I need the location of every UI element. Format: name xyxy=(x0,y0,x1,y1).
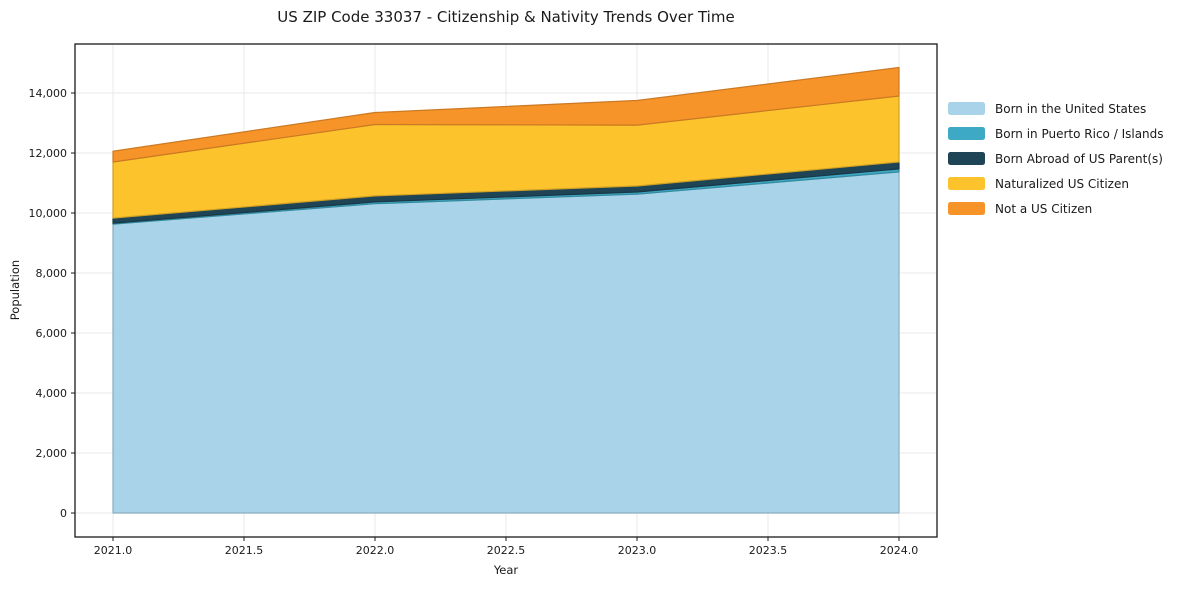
legend-swatch xyxy=(948,127,985,140)
x-tick-label: 2021.0 xyxy=(94,544,133,557)
legend-item: Born Abroad of US Parent(s) xyxy=(948,146,1164,171)
y-tick-label: 0 xyxy=(60,507,67,520)
y-axis-label: Population xyxy=(8,259,22,321)
y-tick-label: 14,000 xyxy=(29,87,68,100)
y-tick-label: 2,000 xyxy=(36,447,68,460)
x-tick-label: 2024.0 xyxy=(880,544,919,557)
legend-item: Naturalized US Citizen xyxy=(948,171,1164,196)
x-tick-label: 2023.5 xyxy=(749,544,788,557)
x-tick-label: 2023.0 xyxy=(618,544,657,557)
legend-swatch xyxy=(948,177,985,190)
legend-item: Born in the United States xyxy=(948,96,1164,121)
y-tick-label: 8,000 xyxy=(36,267,68,280)
legend-label: Born Abroad of US Parent(s) xyxy=(995,151,1163,166)
legend-swatch xyxy=(948,102,985,115)
legend: Born in the United States Born in Puerto … xyxy=(948,96,1164,221)
y-tick-label: 10,000 xyxy=(29,207,68,220)
area-series xyxy=(112,66,900,163)
y-tick-label: 12,000 xyxy=(29,147,68,160)
legend-label: Born in the United States xyxy=(995,101,1147,116)
legend-label: Born in Puerto Rico / Islands xyxy=(995,126,1164,141)
legend-swatch xyxy=(948,152,985,165)
chart-title: US ZIP Code 33037 - Citizenship & Nativi… xyxy=(277,8,735,26)
y-tick-label: 6,000 xyxy=(36,327,68,340)
x-tick-label: 2022.5 xyxy=(487,544,526,557)
legend-item: Not a US Citizen xyxy=(948,196,1164,221)
legend-item: Born in Puerto Rico / Islands xyxy=(948,121,1164,146)
x-tick-label: 2021.5 xyxy=(225,544,264,557)
y-tick-label: 4,000 xyxy=(36,387,68,400)
legend-swatch xyxy=(948,202,985,215)
area-series xyxy=(112,171,900,514)
legend-label: Not a US Citizen xyxy=(995,201,1093,216)
x-tick-label: 2022.0 xyxy=(356,544,395,557)
x-axis-label: Year xyxy=(493,563,519,577)
legend-label: Naturalized US Citizen xyxy=(995,176,1129,191)
